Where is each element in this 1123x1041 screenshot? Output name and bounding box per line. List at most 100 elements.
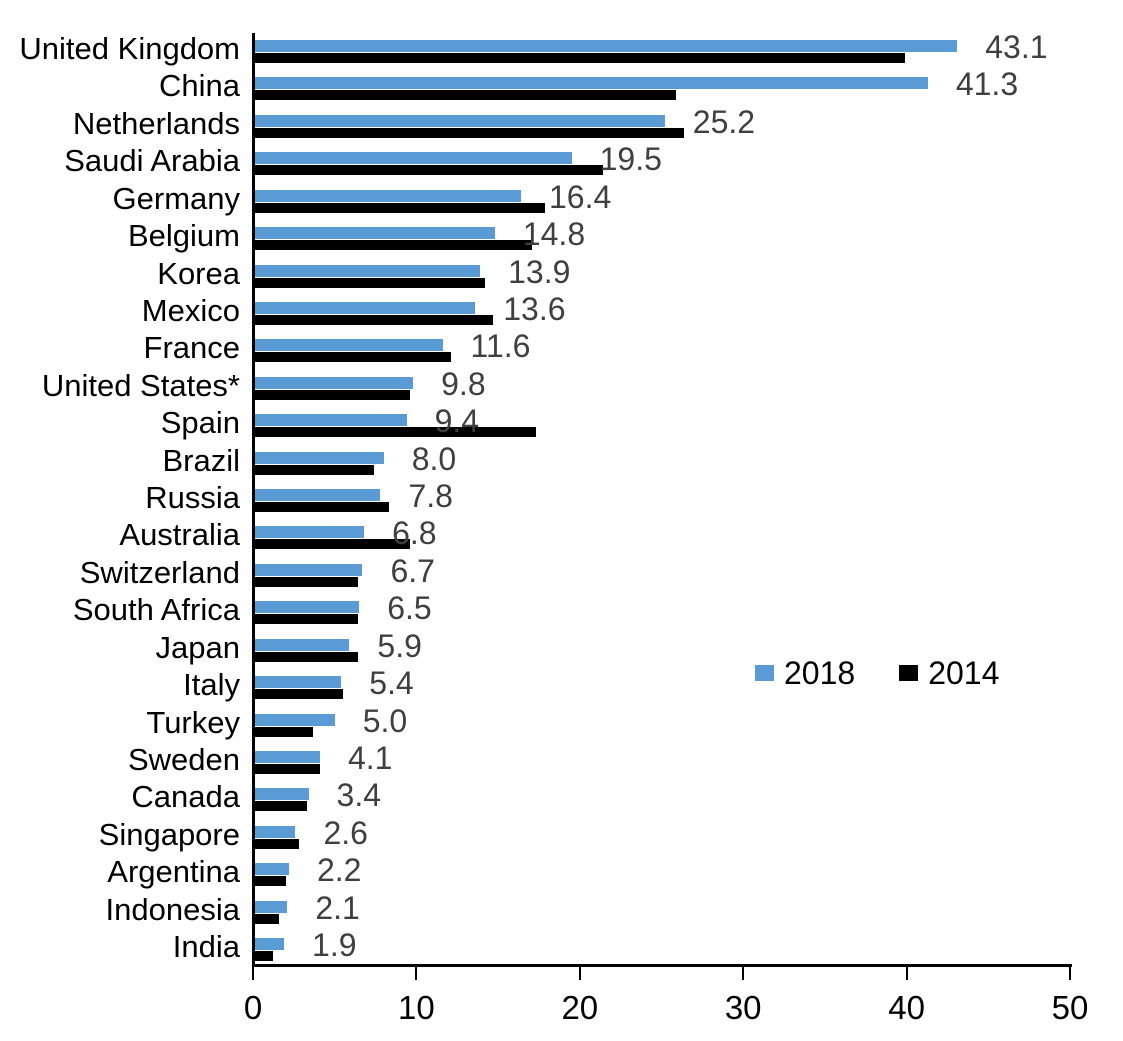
category-label: Brazil (162, 442, 240, 478)
bar-2014 (255, 53, 905, 63)
x-axis-line (252, 964, 1072, 967)
bar-2018 (255, 152, 572, 165)
bar-2014 (255, 277, 486, 288)
bar-2018 (255, 788, 309, 801)
bar-2014 (255, 576, 358, 587)
category-label: United Kingdom (19, 31, 240, 66)
x-axis-tick-label: 50 (1051, 989, 1089, 1026)
bar-2018 (255, 638, 350, 651)
data-label: 6.5 (387, 590, 432, 627)
data-label: 9.4 (434, 403, 480, 440)
bar-2018 (255, 489, 381, 502)
legend-label-2018: 2018 (784, 655, 856, 691)
category-label: Spain (160, 405, 240, 441)
data-label: 16.4 (548, 178, 612, 215)
bar-2014 (255, 314, 494, 325)
legend-label-2014: 2014 (928, 655, 1000, 691)
bar-2014 (255, 801, 307, 812)
category-label: Sweden (127, 741, 240, 777)
category-label: Singapore (98, 816, 240, 852)
bar-2018 (255, 825, 296, 838)
data-label: 41.3 (955, 66, 1019, 103)
bar-2018 (255, 227, 495, 240)
category-label: Japan (155, 629, 240, 665)
x-axis-tick (742, 964, 745, 980)
bar-2014 (255, 240, 533, 251)
x-axis-tick (905, 964, 908, 980)
bar-2018 (255, 114, 665, 127)
bar-2014 (255, 427, 536, 438)
bar-2014 (255, 165, 603, 176)
data-label: 43.1 (985, 29, 1048, 65)
x-axis-tick (252, 964, 254, 980)
bar-2018 (255, 451, 384, 464)
x-axis-tick-label: 10 (398, 989, 435, 1026)
category-label: Russia (145, 480, 240, 516)
bar-2014 (255, 689, 343, 700)
x-axis-tick (1069, 964, 1071, 980)
category-label: Canada (131, 779, 240, 815)
data-label: 1.9 (312, 927, 357, 964)
bar-2018 (255, 601, 360, 614)
category-label: Switzerland (79, 554, 240, 590)
bar-2018 (255, 563, 363, 576)
bar-2018 (255, 264, 481, 277)
x-axis-tick (415, 964, 418, 980)
bar-2014 (255, 913, 280, 924)
bar-2018 (255, 339, 443, 352)
data-label: 4.1 (347, 739, 393, 776)
bar-2014 (255, 202, 546, 213)
legend-swatch-2014 (899, 665, 919, 681)
data-label: 13.9 (508, 253, 571, 290)
legend-swatch-2018 (755, 665, 774, 681)
x-axis-tick-label: 20 (561, 989, 599, 1026)
data-label: 14.8 (522, 216, 586, 253)
y-axis-line (252, 33, 255, 967)
bar-2018 (255, 676, 342, 689)
category-label: Italy (183, 667, 240, 703)
data-label: 2.1 (315, 889, 360, 926)
category-label: China (159, 68, 240, 104)
data-label: 19.5 (599, 141, 662, 178)
data-label: 2.2 (316, 852, 362, 889)
bar-2018 (255, 376, 414, 389)
bar-2018 (255, 40, 958, 52)
bar-2014 (255, 90, 677, 101)
data-label: 13.6 (503, 290, 566, 327)
bar-2014 (255, 614, 358, 625)
bar-2018 (255, 414, 407, 427)
bar-2018 (255, 938, 285, 951)
bar-2014 (255, 389, 410, 400)
category-label: Belgium (128, 218, 240, 254)
bar-2014 (255, 127, 685, 138)
category-label: Argentina (107, 854, 240, 890)
bar-2014 (255, 876, 286, 887)
bar-2014 (255, 726, 314, 737)
legend-item-2014: 2014 (899, 656, 999, 690)
data-label: 5.4 (369, 665, 414, 702)
category-label: France (143, 330, 240, 366)
bar-2014 (255, 763, 320, 774)
legend-item-2018: 2018 (755, 656, 855, 690)
category-label: Korea (157, 255, 240, 291)
data-label: 5.9 (377, 627, 422, 664)
category-label: Germany (112, 180, 240, 216)
bar-2018 (255, 713, 335, 726)
data-label: 3.4 (336, 777, 382, 814)
bar-2014 (255, 502, 389, 513)
bar-2014 (255, 951, 273, 962)
x-axis-tick-label: 30 (724, 989, 762, 1026)
bar-2018 (255, 189, 521, 202)
category-label: Mexico (141, 292, 240, 328)
category-label: United States* (41, 367, 240, 403)
x-axis-tick (578, 964, 581, 980)
bar-2014 (255, 838, 299, 849)
data-label: 7.8 (408, 478, 453, 515)
bar-2018 (255, 750, 320, 763)
category-label: Indonesia (105, 891, 240, 927)
category-label: Turkey (146, 704, 240, 740)
category-label: Australia (119, 517, 240, 553)
category-label: Netherlands (72, 105, 240, 141)
bar-2018 (255, 863, 289, 876)
